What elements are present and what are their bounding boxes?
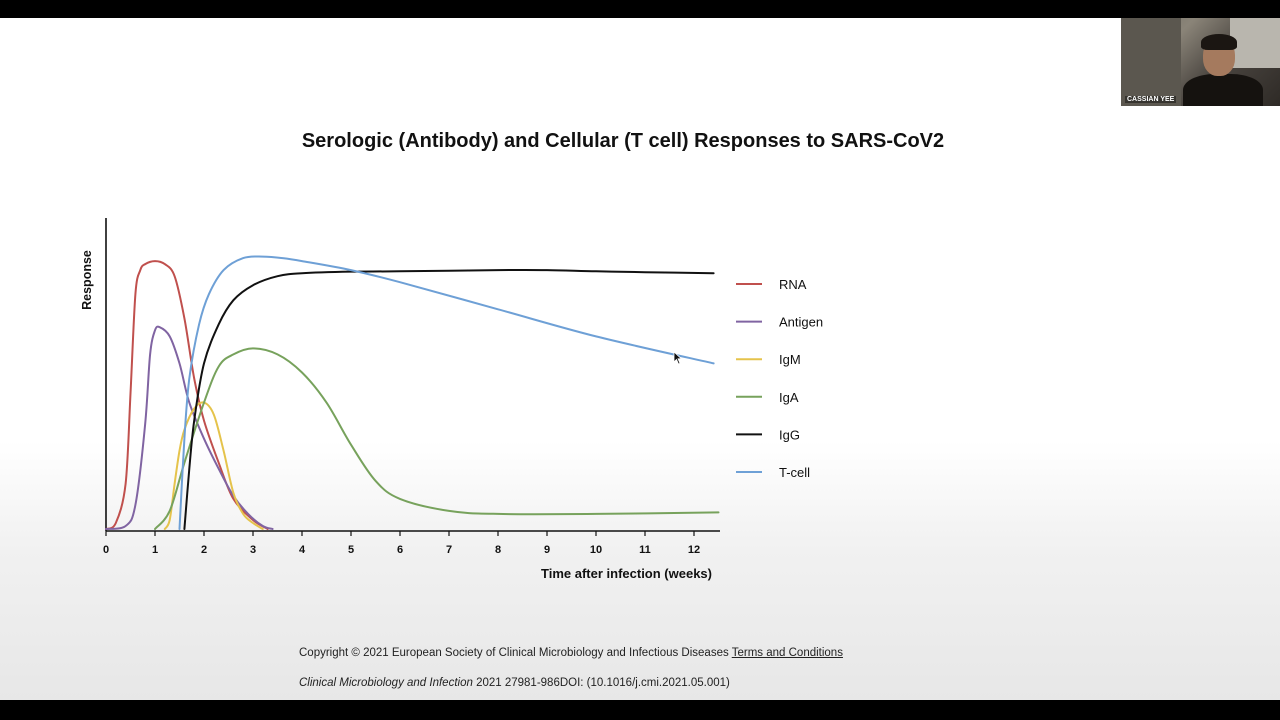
x-tick-label: 1: [152, 544, 158, 556]
slide-title: Serologic (Antibody) and Cellular (T cel…: [301, 130, 945, 152]
webcam-person-hair: [1201, 34, 1237, 50]
x-tick-label: 7: [446, 544, 452, 556]
mouse-cursor-icon: [673, 351, 683, 365]
chart-legend: RNA Antigen IgM IgA IgG T-cell: [736, 277, 823, 480]
terms-link[interactable]: Terms and Conditions: [731, 647, 843, 659]
series-line-rna: [105, 260, 269, 530]
series-line-igg: [183, 268, 715, 530]
citation-journal: Clinical Microbiology and Infection: [299, 677, 473, 689]
x-tick-label: 11: [639, 544, 651, 556]
legend-label-igg: IgG: [779, 427, 800, 442]
x-axis-ticks: 0 1 2 3 4 5 6 7 8 9 10 11 12: [103, 531, 700, 556]
x-tick-label: 5: [348, 544, 354, 556]
x-tick-label: 8: [495, 544, 501, 556]
x-tick-label: 6: [397, 544, 403, 556]
x-tick-label: 4: [299, 544, 306, 556]
x-tick-label: 2: [201, 544, 207, 556]
x-tick-label: 12: [688, 544, 700, 556]
webcam-name-label: CASSIAN YEE: [1125, 96, 1177, 103]
presentation-slide: Serologic (Antibody) and Cellular (T cel…: [0, 18, 1280, 700]
copyright-text: Copyright © 2021 European Society of Cli…: [299, 647, 729, 659]
series-line-iga: [154, 347, 720, 530]
legend-label-antigen: Antigen: [779, 315, 823, 330]
series-line-antigen: [105, 325, 274, 530]
copyright-notice: Copyright © 2021 European Society of Cli…: [299, 647, 843, 659]
citation: Clinical Microbiology and Infection 2021…: [299, 677, 730, 689]
legend-label-rna: RNA: [779, 277, 807, 292]
chart-axes: [105, 218, 720, 532]
legend-label-igm: IgM: [779, 352, 801, 367]
legend-label-iga: IgA: [779, 390, 799, 405]
citation-details: 2021 27981-986DOI: (10.1016/j.cmi.2021.0…: [472, 677, 730, 689]
webcam-background-shelf: [1121, 18, 1181, 106]
webcam-background-window: [1230, 18, 1280, 68]
x-tick-label: 3: [250, 544, 256, 556]
webcam-thumbnail[interactable]: CASSIAN YEE: [1121, 18, 1280, 106]
legend-label-t-cell: T-cell: [779, 465, 810, 480]
webcam-person-body: [1183, 74, 1263, 106]
x-tick-label: 9: [544, 544, 550, 556]
series-lines: [105, 255, 720, 530]
x-tick-label: 10: [590, 544, 602, 556]
x-axis-label: Time after infection (weeks): [541, 566, 712, 581]
response-chart: 0 1 2 3 4 5 6 7 8 9 10 11 12 RNAAntigenIgMIgAIgGT-ce…: [80, 218, 823, 581]
y-axis-label: Response: [80, 250, 94, 310]
series-line-t-cell: [178, 255, 715, 530]
x-tick-label: 0: [103, 544, 109, 556]
